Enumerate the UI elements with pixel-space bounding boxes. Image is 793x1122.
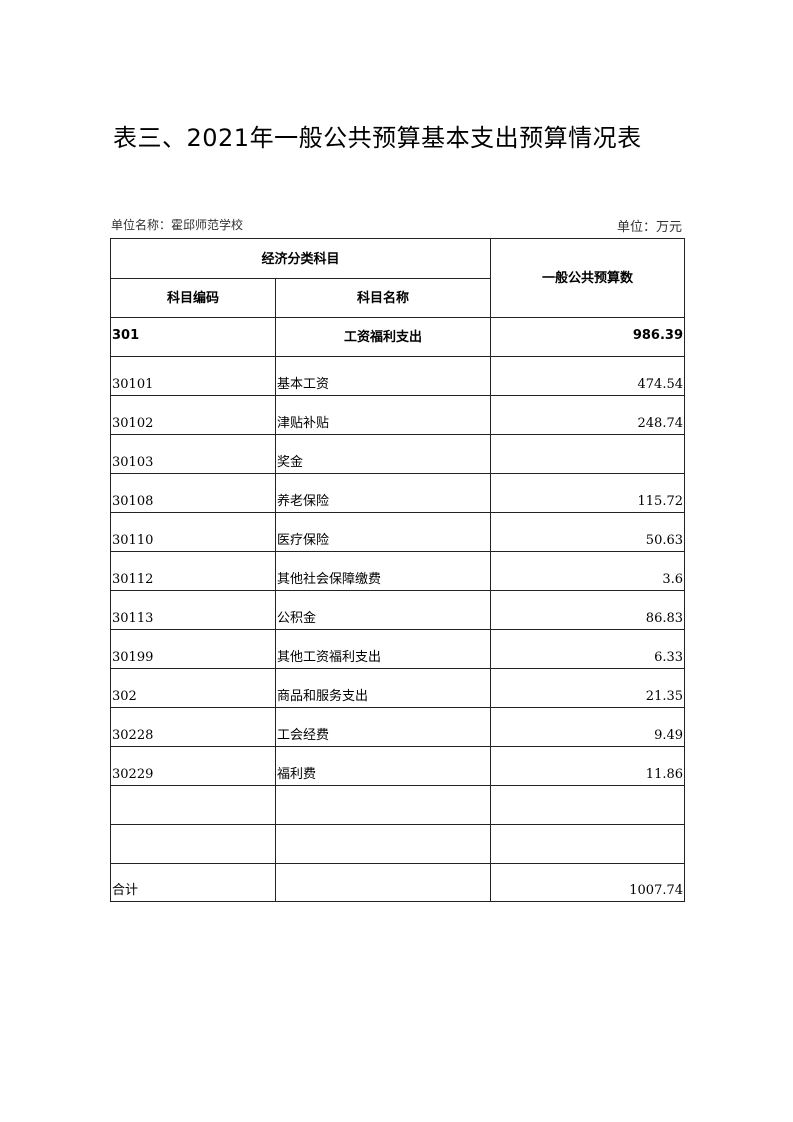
- unit-label: 单位：万元: [616, 220, 682, 235]
- cell-name: [274, 785, 492, 825]
- cell-code: 30199: [110, 629, 276, 669]
- cell-name: 医疗保险: [274, 512, 492, 552]
- table-row: 30103 奖金: [110, 434, 686, 474]
- cell-amount: 21.35: [490, 668, 686, 708]
- table-row: 30102 津贴补贴 248.74: [110, 395, 686, 435]
- cell-code: 30112: [110, 551, 276, 591]
- cell-name: 公积金: [274, 590, 492, 630]
- cell-amount: 50.63: [490, 512, 686, 552]
- cell-name: 其他社会保障缴费: [274, 551, 492, 591]
- cell-name: 其他工资福利支出: [274, 629, 492, 669]
- table-row: [110, 785, 686, 825]
- cell-code: 30229: [110, 746, 276, 786]
- cell-code: 30103: [110, 434, 276, 474]
- cell-amount: [490, 785, 686, 825]
- table-row: 30199 其他工资福利支出 6.33: [110, 629, 686, 669]
- cell-name: 奖金: [274, 434, 492, 474]
- cell-code: 30113: [110, 590, 276, 630]
- cell-code: 30108: [110, 473, 276, 513]
- cell-amount: 11.86: [490, 746, 686, 786]
- cell-name: [274, 863, 492, 902]
- table-row: 30101 基本工资 474.54: [110, 356, 686, 396]
- table-row: 301 工资福利支出 986.39: [110, 317, 686, 357]
- cell-amount: 9.49: [490, 707, 686, 747]
- cell-name: 福利费: [274, 746, 492, 786]
- cell-code: 301: [110, 317, 276, 357]
- cell-code: 302: [110, 668, 276, 708]
- table-row: 30229 福利费 11.86: [110, 746, 686, 786]
- table-row: 30228 工会经费 9.49: [110, 707, 686, 747]
- table-row: 30112 其他社会保障缴费 3.6: [110, 551, 686, 591]
- page-title: 表三、2021年一般公共预算基本支出预算情况表: [113, 124, 642, 152]
- cell-amount: 86.83: [490, 590, 686, 630]
- cell-name: 基本工资: [274, 356, 492, 396]
- subheader-row: 科目编码 科目名称: [110, 278, 685, 318]
- cell-amount: [490, 434, 686, 474]
- cell-amount: 248.74: [490, 395, 686, 435]
- cell-amount: [490, 824, 686, 864]
- cell-code: [110, 824, 276, 864]
- total-row: 合计 1007.74: [110, 863, 686, 902]
- cell-amount: 1007.74: [490, 863, 686, 902]
- table-row: 30110 医疗保险 50.63: [110, 512, 686, 552]
- code-header: 科目编码: [110, 278, 276, 318]
- budget-table: 经济分类科目 一般公共预算数 科目编码 科目名称 301 工资福利支出 986.39…: [109, 238, 686, 902]
- cell-name: [274, 824, 492, 864]
- cell-name: 养老保险: [274, 473, 492, 513]
- cell-code: 30101: [110, 356, 276, 396]
- cell-amount: 6.33: [490, 629, 686, 669]
- group-header: 经济分类科目: [109, 238, 492, 279]
- cell-name: 津贴补贴: [274, 395, 492, 435]
- cell-code: 30102: [110, 395, 276, 435]
- cell-code: 30228: [110, 707, 276, 747]
- cell-amount: 115.72: [490, 473, 686, 513]
- cell-name: 工会经费: [274, 707, 492, 747]
- cell-code: 合计: [110, 863, 276, 902]
- cell-code: 30110: [110, 512, 276, 552]
- cell-code: [110, 785, 276, 825]
- cell-name: 工资福利支出: [274, 317, 492, 357]
- cell-amount: 474.54: [490, 356, 686, 396]
- name-header: 科目名称: [274, 278, 492, 318]
- unit-name: 单位名称：霍邱师范学校: [111, 218, 244, 232]
- amount-header: 一般公共预算数: [490, 238, 686, 318]
- header-row: 经济分类科目 一般公共预算数: [109, 238, 686, 318]
- cell-amount: 986.39: [490, 317, 686, 357]
- cell-name: 商品和服务支出: [274, 668, 492, 708]
- table-row: 30108 养老保险 115.72: [110, 473, 686, 513]
- table-row: 30113 公积金 86.83: [110, 590, 686, 630]
- table-row: [110, 824, 686, 864]
- cell-amount: 3.6: [490, 551, 686, 591]
- table-row: 302 商品和服务支出 21.35: [110, 668, 686, 708]
